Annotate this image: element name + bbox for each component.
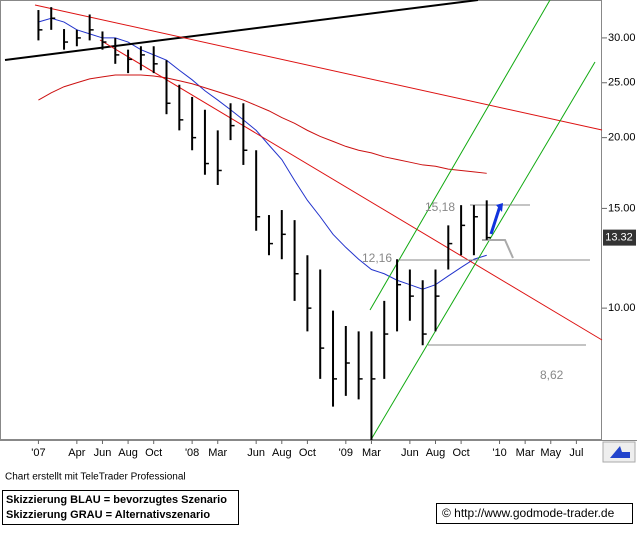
drawings bbox=[38, 17, 487, 290]
channel-line bbox=[371, 61, 596, 439]
y-tick-label: 15.00 bbox=[608, 202, 636, 214]
x-tick-label: '09 bbox=[339, 447, 353, 459]
legend-line: Skizzierung BLAU = bevorzugtes Szenario bbox=[6, 494, 227, 506]
x-tick-label: Mar bbox=[362, 447, 381, 459]
x-tick-label: Jun bbox=[247, 447, 265, 459]
blue-arrow bbox=[489, 205, 502, 235]
legend-line: Skizzierung GRAU = Alternativszenario bbox=[6, 509, 210, 521]
copyright[interactable]: © http://www.godmode-trader.de bbox=[442, 506, 615, 520]
x-tick-label: Oct bbox=[453, 447, 470, 459]
x-tick-label: Oct bbox=[299, 447, 316, 459]
x-tick-label: Mar bbox=[208, 447, 227, 459]
x-tick-label: '08 bbox=[185, 447, 199, 459]
annotation: 12,16 bbox=[362, 251, 392, 265]
trendline bbox=[34, 4, 603, 131]
toolbar-icon bbox=[610, 446, 630, 458]
credit: Chart erstellt mit TeleTrader Profession… bbox=[5, 472, 186, 483]
x-tick-label: Jun bbox=[401, 447, 419, 459]
trendline bbox=[99, 39, 603, 341]
moving-average bbox=[38, 17, 487, 290]
x-tick-label: Aug bbox=[272, 447, 292, 459]
blue-arrow-head bbox=[496, 203, 503, 212]
last-price: 13.32 bbox=[605, 232, 633, 244]
x-tick-label: Aug bbox=[426, 447, 446, 459]
x-tick-label: Mar bbox=[516, 447, 535, 459]
last-price-box bbox=[603, 229, 636, 246]
x-tick-label: Apr bbox=[68, 447, 85, 459]
x-tick-label: May bbox=[540, 447, 561, 459]
legend-box bbox=[2, 490, 239, 525]
annotation: 8,62 bbox=[540, 368, 564, 382]
x-tick-label: Jun bbox=[94, 447, 112, 459]
x-tick-label: Oct bbox=[145, 447, 162, 459]
x-tick-label: '10 bbox=[492, 447, 506, 459]
x-tick-label: Jul bbox=[569, 447, 583, 459]
gray-arrow bbox=[482, 239, 514, 259]
y-tick-label: 30.00 bbox=[608, 32, 636, 44]
y-tick-label: 25.00 bbox=[608, 77, 636, 89]
x-tick-label: '07 bbox=[31, 447, 45, 459]
y-tick-label: 20.00 bbox=[608, 132, 636, 144]
channel-line bbox=[369, 0, 551, 311]
trendline bbox=[4, 0, 479, 61]
x-tick-label: Aug bbox=[118, 447, 138, 459]
copyright-box bbox=[436, 503, 633, 524]
annotation: 15,18 bbox=[425, 200, 455, 214]
moving-average bbox=[38, 74, 487, 174]
y-tick-label: 10.00 bbox=[608, 302, 636, 314]
